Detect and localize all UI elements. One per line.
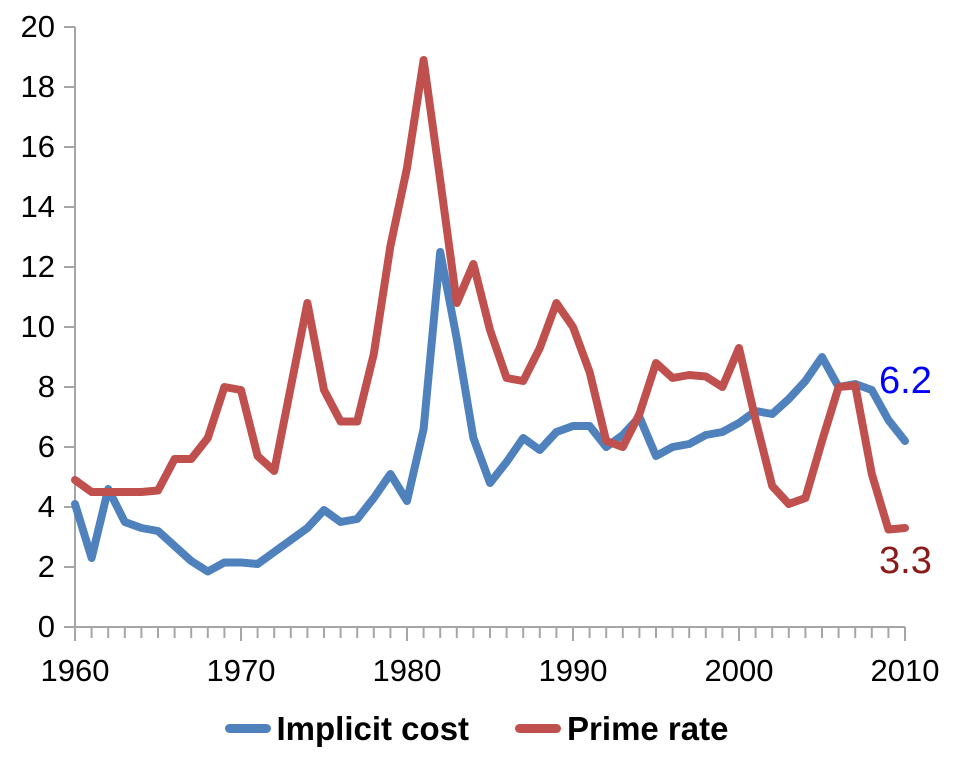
series-line-prime-rate — [71, 56, 909, 534]
y-axis-tick-label: 4 — [37, 489, 55, 524]
legend-color-swatch-icon — [224, 723, 271, 733]
data-series-group — [71, 56, 909, 576]
x-axis-tick-label: 2010 — [870, 653, 940, 688]
x-axis-tick-label: 1970 — [206, 653, 276, 688]
x-axis-tick-label: 1990 — [538, 653, 608, 688]
y-axis-tick-label: 6 — [37, 429, 55, 464]
legend-item-label: Implicit cost — [276, 709, 470, 747]
chart-legend: Implicit cost Prime rate — [0, 700, 953, 756]
x-axis-tick-label: 1980 — [372, 653, 442, 688]
y-axis-tick-label: 2 — [37, 549, 55, 584]
y-axis-tick-label: 10 — [20, 309, 55, 344]
x-axis-tick-label: 2000 — [704, 653, 774, 688]
series-end-label-prime-rate: 3.3 — [879, 540, 932, 582]
y-axis-tick-label: 20 — [20, 9, 55, 44]
legend-item-prime-rate[interactable]: Prime rate — [515, 712, 728, 745]
y-axis-tick-label: 8 — [37, 369, 55, 404]
legend-item-implicit-cost[interactable]: Implicit cost — [224, 709, 470, 747]
x-axis-tick-label: 1960 — [40, 653, 110, 688]
x-axis-ticks — [74, 627, 906, 641]
y-axis-ticks — [64, 26, 75, 628]
series-line-implicit-cost — [71, 248, 909, 576]
y-axis-tick-label: 18 — [20, 69, 55, 104]
series-end-label-implicit-cost: 6.2 — [879, 360, 932, 402]
y-axis-tick-label: 12 — [20, 249, 55, 284]
legend-color-swatch-icon — [515, 723, 562, 733]
y-axis-tick-label: 14 — [20, 189, 55, 224]
legend-item-label: Prime rate — [567, 709, 729, 747]
y-axis-tick-label: 0 — [37, 609, 55, 644]
y-axis-tick-label: 16 — [20, 129, 55, 164]
